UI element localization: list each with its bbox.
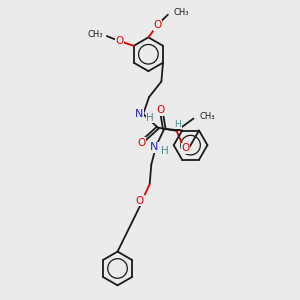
Text: N: N (135, 109, 143, 119)
Text: H: H (175, 120, 181, 129)
Text: CH₃: CH₃ (87, 30, 103, 39)
Text: O: O (156, 105, 164, 115)
Text: O: O (136, 196, 144, 206)
Text: H: H (161, 146, 169, 156)
Text: O: O (182, 143, 190, 153)
Text: O: O (115, 36, 123, 46)
Text: H: H (146, 113, 154, 123)
Text: CH₃: CH₃ (199, 112, 215, 121)
Text: CH₃: CH₃ (174, 8, 189, 17)
Text: O: O (137, 137, 146, 148)
Text: N: N (150, 142, 159, 152)
Text: O: O (153, 20, 162, 30)
